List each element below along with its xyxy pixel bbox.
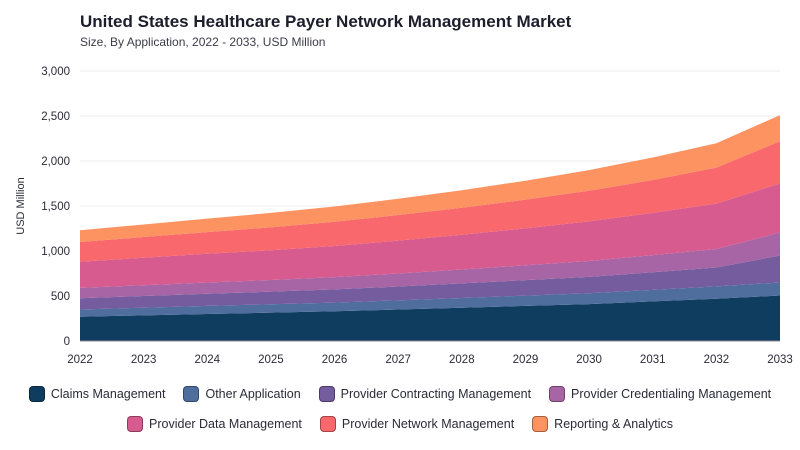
legend-label: Other Application [205,387,301,401]
legend-item-other-application: Other Application [183,384,301,404]
x-tick-label: 2026 [322,354,348,366]
legend-swatch [183,386,200,402]
y-tick-label: 0 [64,336,70,348]
area-series [80,115,780,341]
area-reporting-analytics [80,115,780,242]
x-tick-label: 2029 [513,354,539,366]
x-tick-label: 2023 [131,354,157,366]
x-tick-label: 2032 [704,354,730,366]
legend-item-provider-contracting-management: Provider Contracting Management [318,384,532,404]
area-provider-network-management [80,141,780,262]
y-tick-label: 3,000 [41,66,70,78]
y-tick-label: 2,000 [41,156,70,168]
legend-item-provider-credentialing-management: Provider Credentialing Management [549,384,771,404]
x-tick-label: 2028 [449,354,475,366]
legend-item-reporting-analytics: Reporting & Analytics [532,414,673,434]
x-tick-label: 2024 [194,354,220,366]
legend-swatch [318,386,335,402]
legend-label: Claims Management [50,387,166,401]
chart-legend: Claims Management Other Application Provid… [10,384,790,434]
stacked-area-chart: 0 500 1,000 1,500 2,000 2,500 3,000 2022 2023 202… [15,66,793,366]
y-tick-label: 500 [51,291,70,303]
x-tick-label: 2022 [67,354,93,366]
legend-swatch [127,416,144,432]
chart-subtitle: Size, By Application, 2022 - 2033, USD M… [80,35,326,49]
legend-item-provider-network-management: Provider Network Management [319,414,515,434]
legend-label: Provider Credentialing Management [571,387,772,401]
area-provider-credentialing-management [80,232,780,299]
x-tick-label: 2025 [258,354,284,366]
legend-label: Provider Data Management [149,417,302,431]
x-tick-label: 2030 [576,354,602,366]
axes: 0 500 1,000 1,500 2,000 2,500 3,000 2022 2023 202… [15,66,793,366]
area-provider-contracting-management [80,255,780,310]
legend-swatch [319,416,336,432]
x-tick-label: 2031 [640,354,666,366]
chart-title: United States Healthcare Payer Network M… [80,12,572,31]
legend-label: Reporting & Analytics [554,417,673,431]
area-provider-data-management [80,183,780,288]
x-tick-label: 2027 [385,354,411,366]
legend-swatch [549,386,566,402]
y-axis-label: USD Million [15,177,27,234]
legend-label: Provider Contracting Management [340,387,532,401]
y-tick-label: 1,500 [41,201,70,213]
y-tick-label: 2,500 [41,111,70,123]
legend-swatch [532,416,549,432]
area-other-application [80,282,780,317]
y-tick-label: 1,000 [41,246,70,258]
legend-label: Provider Network Management [341,417,515,431]
legend-swatch [28,386,45,402]
legend-item-claims-management: Claims Management [28,384,166,404]
area-claims-management [80,295,780,341]
legend-item-provider-data-management: Provider Data Management [127,414,302,434]
x-tick-label: 2033 [767,354,793,366]
